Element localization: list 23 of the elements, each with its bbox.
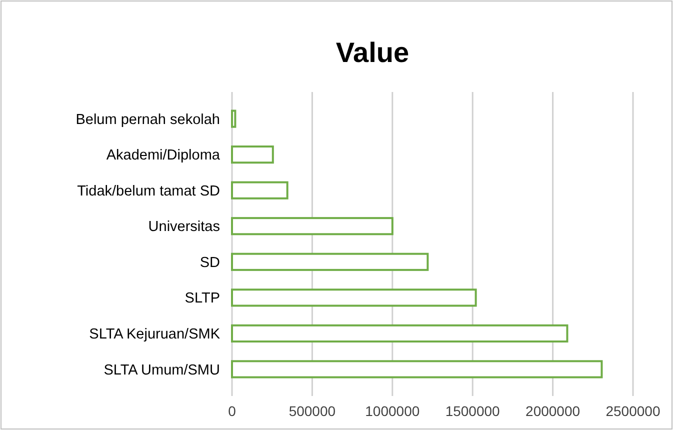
y-tick-label: Belum pernah sekolah xyxy=(76,112,220,128)
y-tick-label: SD xyxy=(200,254,220,271)
bar xyxy=(231,181,288,200)
y-tick-label: SLTP xyxy=(184,290,220,307)
y-tick-label: Akademi/Diploma xyxy=(106,148,221,164)
x-tick-label: 0 xyxy=(228,403,236,419)
bar xyxy=(231,360,603,378)
bar xyxy=(231,217,394,236)
y-tick-label: Tidak/belum tamat SD xyxy=(77,183,220,200)
bar xyxy=(231,146,274,164)
y-tick-label: SLTA Kejuruan/SMK xyxy=(89,326,220,343)
bar xyxy=(231,110,236,128)
bar xyxy=(231,288,477,307)
y-tick-label: SLTA Umum/SMU xyxy=(104,362,220,378)
x-tick-label: 2000000 xyxy=(526,403,580,419)
y-tick-label: Universitas xyxy=(148,219,220,236)
bar xyxy=(231,252,429,271)
x-tick-label: 1500000 xyxy=(445,403,500,419)
x-tick-label: 2500000 xyxy=(606,403,660,419)
x-tick-label: 1000000 xyxy=(365,403,420,419)
bar xyxy=(231,324,568,342)
x-tick-label: 500000 xyxy=(288,403,336,419)
chart-title: Value xyxy=(336,37,410,68)
